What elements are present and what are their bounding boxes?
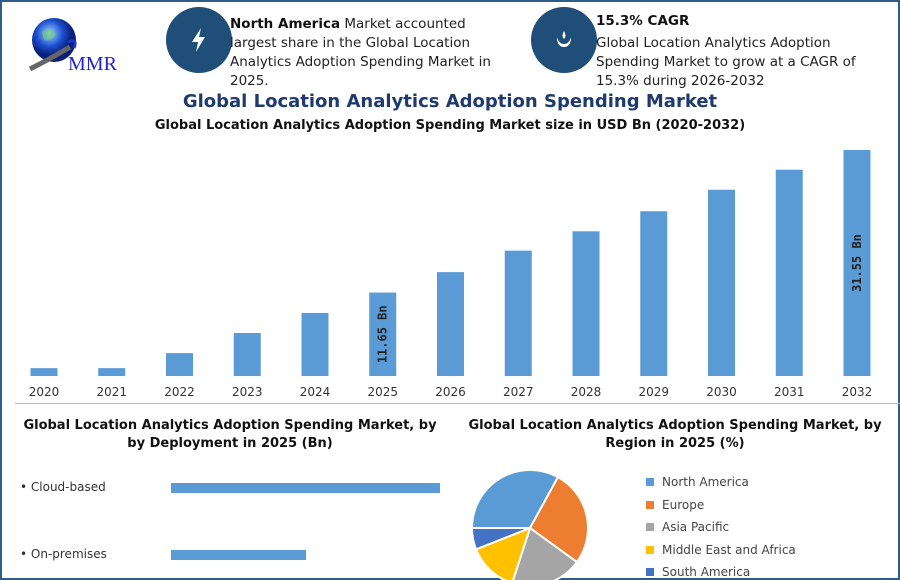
highlight-text: Market accounted largest share in the Gl…	[230, 16, 491, 89]
bar-2031	[775, 169, 803, 376]
lightning-icon	[166, 7, 232, 73]
bar-2027	[504, 250, 532, 376]
x-tick-label: 2021	[96, 385, 127, 399]
x-tick-label: 2027	[503, 385, 534, 399]
main-title: Global Location Analytics Adoption Spend…	[182, 91, 718, 112]
bar-2032	[843, 150, 871, 376]
legend-item: Asia Pacific	[646, 520, 729, 534]
pie-slice-europe	[528, 475, 589, 564]
pie-slice-south-america	[470, 527, 531, 551]
bar-2026	[437, 272, 464, 376]
bar-2025	[369, 292, 397, 376]
highlight-text: Global Location Analytics Adoption Spend…	[596, 35, 856, 89]
legend-label: North America	[662, 475, 749, 489]
region-pie-chart	[470, 469, 589, 580]
main-subtitle: Global Location Analytics Adoption Spend…	[154, 118, 746, 133]
mmr-logo: MMR	[28, 14, 138, 76]
x-tick-label: 2020	[29, 385, 60, 399]
x-tick-label: 2024	[300, 385, 331, 399]
legend-swatch	[646, 523, 654, 531]
region-chart-title: Global Location Analytics Adoption Spend…	[468, 418, 882, 451]
x-tick-label: 2023	[232, 385, 263, 399]
legend-label: South America	[662, 565, 751, 579]
bar-2023	[233, 333, 261, 376]
x-tick-label: 2022	[164, 385, 195, 399]
legend-label: Middle East and Africa	[662, 542, 796, 557]
section-divider	[15, 403, 900, 404]
legend-swatch	[646, 545, 654, 554]
deployment-label: • Cloud-based	[20, 480, 106, 494]
legend-item: North America	[646, 475, 749, 489]
x-tick-label: 2032	[842, 385, 873, 399]
x-tick-label: 2026	[435, 385, 466, 399]
bar-2021	[98, 368, 126, 376]
legend-label: Asia Pacific	[662, 520, 730, 534]
deployment-bar-cloud-based	[171, 483, 440, 493]
bar-2022	[166, 353, 193, 376]
pie-slice-asia-pacific	[512, 526, 579, 580]
data-label: 11.65 Bn	[376, 305, 390, 363]
highlight-north-america: North America Market accounted largest s…	[230, 15, 500, 91]
legend-swatch	[646, 568, 654, 576]
legend-swatch	[646, 500, 654, 509]
x-tick-label: 2029	[638, 385, 669, 399]
bar-2030	[708, 189, 735, 376]
x-tick-label: 2031	[774, 385, 805, 399]
bar-2029	[640, 211, 668, 376]
legend-item: South America	[646, 565, 750, 579]
logo-text: MMR	[68, 53, 118, 75]
legend-item: Europe	[646, 498, 704, 512]
x-tick-label: 2025	[367, 385, 398, 399]
highlight-cagr: 15.3% CAGR Global Location Analytics Ado…	[596, 12, 886, 91]
highlight-bold: North America	[230, 16, 341, 32]
deployment-label: • On-premises	[20, 547, 107, 561]
data-label: 31.55 Bn	[850, 234, 864, 292]
x-tick-label: 2028	[571, 385, 602, 399]
legend-item: Middle East and Africa	[646, 543, 796, 557]
bar-2020	[30, 368, 58, 376]
growth-drop-icon	[531, 7, 597, 73]
pie-slice-north-america	[470, 469, 560, 529]
highlight-bold: 15.3% CAGR	[596, 13, 690, 29]
deployment-chart-title: Global Location Analytics Adoption Spend…	[23, 418, 437, 451]
market-size-bar-chart: 2020 2021 2022 2023 2024 2025 11.65 Bn 2026 2027…	[29, 150, 873, 399]
deployment-bar-on-premises	[171, 550, 306, 560]
bar-2024	[301, 312, 329, 376]
legend-label: Europe	[662, 497, 705, 512]
bar-2028	[572, 231, 600, 376]
x-tick-label: 2030	[706, 385, 737, 399]
legend-swatch	[646, 478, 654, 486]
